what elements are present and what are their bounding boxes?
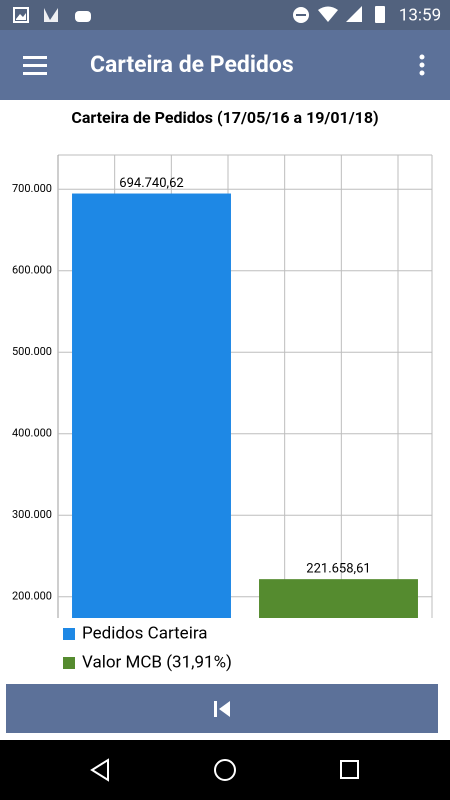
chart-title: Carteira de Pedidos (17/05/16 a 19/01/18… — [71, 108, 378, 127]
nav-bar — [0, 740, 450, 800]
first-page-icon — [214, 701, 230, 717]
value-label: 694.740,62 — [119, 176, 183, 191]
y-tick-label: 500.000 — [12, 345, 52, 358]
home-button[interactable] — [214, 759, 236, 781]
y-tick-label: 400.000 — [12, 427, 52, 440]
value-label: 221.658,61 — [306, 562, 370, 577]
bar — [259, 579, 418, 618]
recents-button[interactable] — [340, 760, 359, 779]
status-time: 13:59 — [399, 5, 441, 25]
legend-swatch — [63, 657, 75, 669]
y-tick-label: 600.000 — [12, 264, 52, 277]
legend-label: Valor MCB (31,91%) — [82, 652, 232, 672]
app-bar — [0, 30, 450, 100]
y-tick-label: 700.000 — [12, 182, 52, 195]
overflow-menu[interactable] — [419, 54, 425, 76]
menu-button[interactable] — [23, 56, 47, 75]
bar — [72, 193, 231, 618]
legend-swatch — [63, 628, 75, 640]
app-title: Carteira de Pedidos — [90, 51, 294, 78]
back-button[interactable] — [90, 758, 109, 782]
status-icons — [13, 6, 385, 23]
legend-label: Pedidos Carteira — [82, 623, 208, 643]
y-tick-label: 300.000 — [12, 508, 52, 521]
y-tick-label: 200.000 — [12, 590, 52, 603]
chart: 200.000 300.000 400.000 500.000 600.000 700.0… — [12, 154, 433, 672]
